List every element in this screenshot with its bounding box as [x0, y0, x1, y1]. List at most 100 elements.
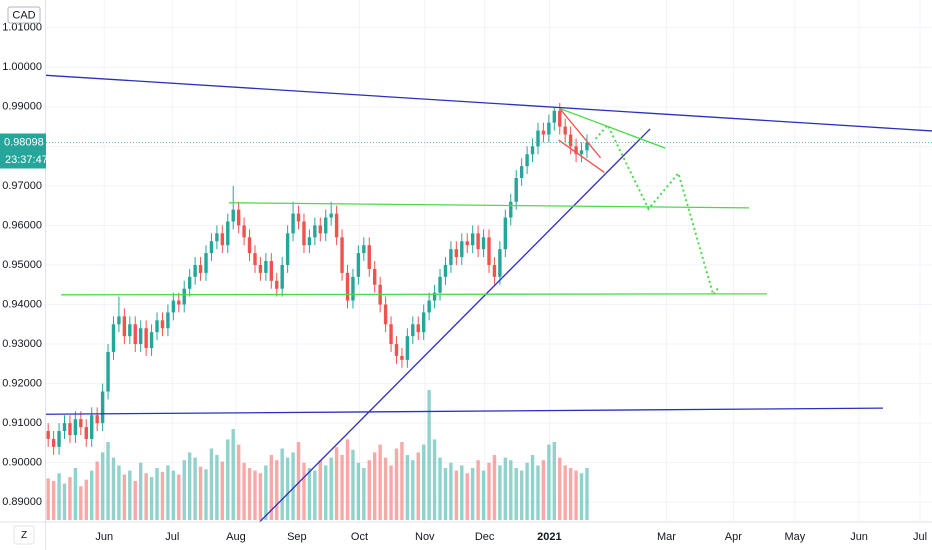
y-tick-label: 0.91000	[2, 417, 42, 429]
candle-body	[427, 300, 431, 313]
candle-body	[79, 419, 83, 428]
volume-bar	[568, 468, 573, 520]
candle-body	[568, 134, 573, 147]
candle-body	[405, 336, 410, 360]
volume-bar	[155, 468, 159, 520]
drawings	[46, 74, 932, 522]
volume-bar	[362, 468, 366, 520]
volume-bar	[215, 455, 219, 520]
candle-body	[285, 233, 290, 265]
volume-bar	[231, 429, 235, 520]
volume-bar	[476, 460, 480, 520]
currency-box[interactable]	[7, 6, 41, 24]
candle-body	[155, 320, 159, 333]
candle-body	[133, 324, 137, 345]
volume-bar	[552, 442, 557, 520]
volume-bar	[106, 442, 110, 520]
candles	[46, 102, 589, 455]
volume-bar	[68, 477, 72, 520]
trend-line	[560, 108, 666, 149]
candle-body	[465, 241, 469, 246]
volume-bar	[487, 462, 491, 520]
candle-body	[487, 237, 491, 265]
candle-body	[128, 324, 132, 337]
volume-bar	[405, 455, 410, 520]
volume-bar	[122, 474, 127, 520]
x-tick-label: Oct	[351, 531, 368, 543]
y-tick-label: 0.90000	[2, 457, 42, 469]
volume-bar	[411, 460, 415, 520]
volume-bar	[79, 486, 83, 520]
volume-bar	[128, 470, 132, 520]
x-tick-label: Mar	[657, 531, 676, 543]
x-tick-label: Nov	[415, 531, 435, 543]
candle-body	[100, 391, 105, 424]
candle-body	[514, 177, 518, 202]
candle-body	[84, 427, 88, 439]
volume-bar	[187, 452, 192, 520]
grid	[46, 0, 932, 522]
candle-body	[220, 233, 225, 246]
candle-body	[258, 264, 263, 273]
volume-bar	[236, 444, 241, 520]
volume-bar	[193, 457, 197, 520]
candle-body	[334, 213, 339, 238]
volume-bar	[558, 457, 562, 520]
volume-bar	[302, 462, 306, 520]
currency-label: CAD	[12, 9, 35, 21]
candle-body	[340, 237, 344, 273]
candle-body	[296, 213, 301, 222]
trend-line	[559, 108, 602, 159]
y-tick-label: 0.93000	[2, 338, 42, 350]
candle-body	[187, 276, 192, 289]
zoom-button[interactable]	[13, 525, 35, 545]
candle-body	[492, 264, 497, 277]
y-tick-label: 0.95000	[2, 259, 42, 271]
candle-body	[269, 261, 274, 281]
volume-bar	[470, 468, 475, 520]
candle-body	[460, 241, 464, 258]
candle-body	[503, 217, 508, 250]
trend-line	[228, 202, 750, 209]
countdown-label: 23:37:47	[5, 154, 48, 166]
y-tick-label: 0.94000	[2, 298, 42, 310]
candle-body	[373, 268, 377, 285]
candle-body	[362, 245, 366, 254]
volume-bar	[465, 473, 469, 520]
zoom-button-label: Z	[21, 530, 27, 541]
volume-bar	[324, 465, 328, 520]
volume-bar	[514, 468, 518, 520]
candle-body	[302, 221, 306, 246]
x-tick-label: Apr	[725, 531, 742, 543]
candle-body	[307, 237, 312, 246]
volume-bar	[209, 448, 214, 520]
candle-body	[438, 276, 442, 293]
candle-body	[242, 225, 246, 238]
volume-bar	[443, 468, 448, 520]
candle-body	[46, 431, 50, 439]
volume-bar	[503, 457, 508, 520]
candle-body	[443, 264, 448, 277]
volume-bar	[247, 468, 252, 520]
candle-body	[367, 245, 371, 269]
candle-body	[519, 166, 524, 178]
candle-body	[106, 351, 110, 392]
x-tick-label: Jul	[913, 531, 927, 543]
volume-bar	[378, 444, 382, 520]
x-tick-label: Jun	[95, 531, 113, 543]
volume-bar	[226, 439, 230, 520]
candle-body	[198, 264, 203, 273]
trend-line	[61, 293, 768, 296]
candle-body	[394, 344, 399, 356]
volume-bar	[138, 462, 143, 520]
candle-body	[421, 312, 426, 333]
candle-body	[558, 110, 562, 127]
y-tick-label: 0.99000	[2, 101, 42, 113]
volume-bar	[329, 457, 333, 520]
candle-body	[209, 241, 214, 254]
candle-body	[95, 415, 99, 424]
volume-bar	[579, 473, 584, 520]
y-tick-label: 0.92000	[2, 377, 42, 389]
volume-bar	[541, 460, 546, 520]
